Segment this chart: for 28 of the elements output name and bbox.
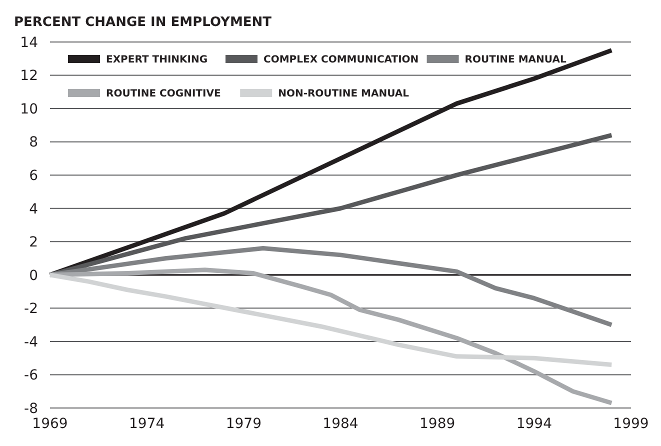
- y-tick-label: 2: [29, 234, 38, 251]
- y-tick-label: -6: [24, 368, 38, 384]
- x-tick-label: 1979: [226, 416, 262, 432]
- chart-title: PERCENT CHANGE IN EMPLOYMENT: [14, 15, 272, 30]
- y-tick-label: 0: [29, 268, 38, 284]
- y-tick-label: 10: [20, 101, 38, 118]
- y-tick-label: 4: [29, 201, 38, 218]
- x-tick-label: 1984: [322, 416, 358, 432]
- x-tick-label: 1999: [613, 416, 649, 432]
- y-tick-label: -2: [24, 301, 38, 318]
- legend-label: NON-ROUTINE MANUAL: [278, 88, 410, 100]
- y-tick-label: -4: [24, 334, 38, 350]
- line-series: [48, 272, 614, 367]
- y-tick-label: 14: [20, 34, 38, 51]
- y-tick-label: 8: [29, 134, 38, 151]
- line-series: [48, 268, 614, 406]
- y-tick-label: -8: [24, 400, 38, 417]
- legend-label: ROUTINE COGNITIVE: [106, 88, 221, 100]
- line-series: [48, 246, 614, 328]
- x-tick-label: 1974: [129, 416, 165, 432]
- legend-label: COMPLEX COMMUNICATION: [264, 54, 419, 66]
- x-tick-label: 1994: [516, 416, 552, 432]
- y-tick-label: 12: [20, 68, 38, 84]
- legend-label: ROUTINE MANUAL: [464, 54, 567, 66]
- x-tick-label: 1989: [420, 416, 456, 432]
- x-tick-label: 1969: [32, 416, 68, 432]
- y-tick-label: 6: [29, 168, 38, 184]
- legend-label: EXPERT THINKING: [106, 54, 208, 66]
